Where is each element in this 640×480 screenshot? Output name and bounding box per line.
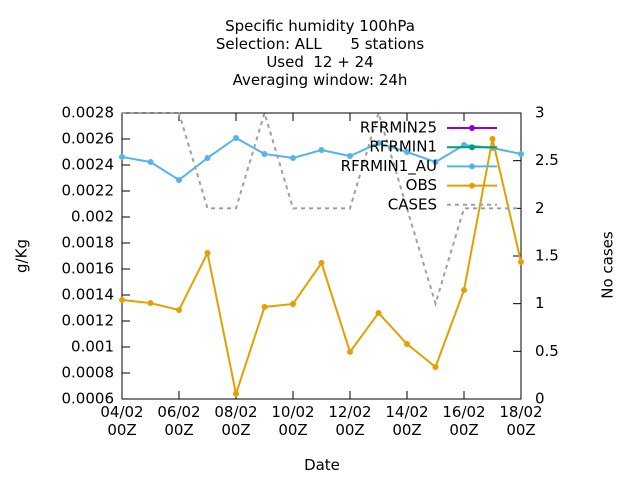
y-tick-label: 0.0014	[62, 286, 115, 304]
x-tick-label: 08/02 00Z	[214, 403, 258, 439]
data-point	[119, 296, 125, 303]
plot-border	[121, 112, 522, 400]
y2-tick-label: 1	[535, 294, 545, 312]
data-point	[147, 159, 154, 166]
x-tick-label: 04/02 00Z	[100, 403, 144, 439]
legend-label: CASES	[388, 195, 437, 213]
data-point	[204, 250, 211, 257]
y-axis-label: g/Kg	[13, 239, 31, 273]
legend-label: RFRMIN1_AU	[341, 157, 437, 176]
legend-label: RFRMIN1	[369, 138, 437, 156]
data-point	[518, 258, 524, 265]
data-point	[489, 136, 496, 142]
data-point	[176, 306, 182, 313]
data-point	[461, 287, 467, 294]
legend-label: RFRMIN25	[360, 119, 437, 137]
y-tick-label: 0.0024	[62, 156, 115, 174]
x-tick-label: 18/02 00Z	[499, 403, 543, 439]
data-point	[119, 153, 125, 160]
data-point	[261, 303, 268, 310]
legend-marker	[469, 144, 475, 151]
data-point	[290, 300, 296, 307]
y2-tick-label: 2	[535, 199, 545, 217]
y-tick-label: 0.0012	[62, 312, 115, 330]
x-axis-label: Date	[304, 456, 340, 474]
y-tick-label: 0.0026	[62, 130, 115, 148]
data-point	[261, 150, 268, 157]
data-point	[233, 390, 239, 397]
chart-title: Specific humidity 100hPa Selection: ALL …	[215, 17, 425, 89]
x-tick-label: 10/02 00Z	[271, 403, 315, 439]
data-point	[318, 147, 325, 154]
y2-tick-label: 2.5	[535, 151, 559, 169]
data-point	[290, 154, 296, 161]
y-tick-label: 0.002	[71, 208, 114, 226]
legend-marker	[469, 163, 475, 170]
data-point	[375, 309, 382, 316]
series-line	[122, 109, 521, 308]
data-point	[432, 364, 439, 371]
x-tick-label: 14/02 00Z	[385, 403, 429, 439]
x-tick-label: 12/02 00Z	[328, 403, 372, 439]
y2-tick-label: 0	[535, 390, 545, 408]
y2-axis-label: No cases	[599, 231, 617, 299]
y2-tick-label: 1.5	[535, 247, 559, 265]
data-point	[518, 150, 524, 157]
legend-marker	[469, 182, 475, 189]
y-tick-label: 0.0018	[62, 234, 115, 252]
data-point	[318, 260, 325, 267]
y-tick-label: 0.001	[71, 338, 114, 356]
data-point	[176, 176, 182, 183]
data-point	[347, 348, 353, 355]
data-point	[204, 154, 211, 161]
data-point	[233, 134, 239, 141]
x-tick-label: 06/02 00Z	[157, 403, 201, 439]
y2-tick-label: 0.5	[535, 342, 559, 360]
data-point	[432, 159, 439, 166]
y-tick-label: 0.0008	[62, 364, 115, 382]
data-point	[375, 140, 382, 147]
y-tick-label: 0.0022	[62, 182, 115, 200]
y-tick-label: 0.0016	[62, 260, 115, 278]
data-point	[404, 341, 410, 348]
y2-tick-label: 3	[535, 104, 545, 122]
legend-marker	[469, 125, 475, 131]
data-point	[404, 149, 410, 155]
y-tick-label: 0.0028	[62, 104, 115, 122]
y-tick-label: 0.0006	[62, 390, 115, 408]
data-point	[147, 300, 154, 307]
legend-label: OBS	[406, 176, 437, 194]
data-point	[347, 153, 353, 160]
x-tick-label: 16/02 00Z	[442, 403, 486, 439]
